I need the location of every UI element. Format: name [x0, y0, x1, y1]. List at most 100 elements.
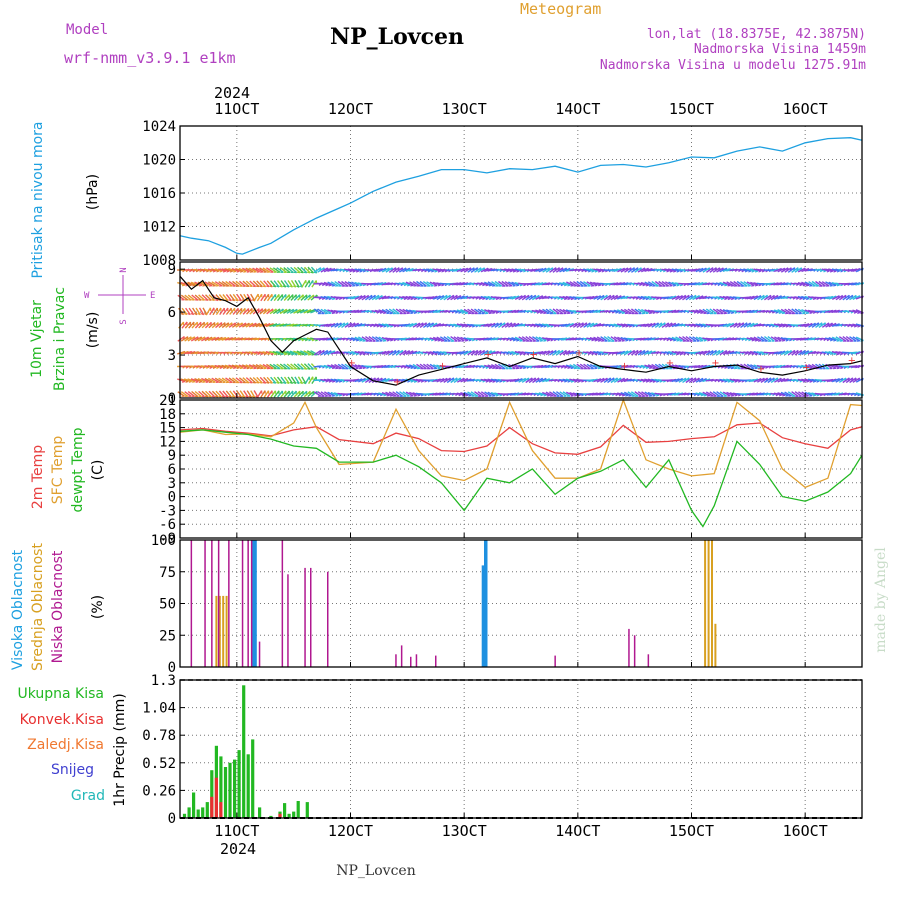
wind-arrow	[405, 337, 414, 341]
wind-arrow	[204, 377, 213, 383]
wind-arrow	[416, 363, 424, 370]
wind-arrow	[531, 294, 540, 301]
wind-arrow-head	[246, 367, 250, 370]
wind-arrow	[773, 364, 782, 369]
wind-arrow-head	[209, 270, 213, 273]
wind-arrow	[429, 337, 438, 341]
wind-arrow	[439, 336, 448, 342]
wind-arrow	[688, 294, 697, 301]
wind-arrow	[218, 281, 226, 287]
wind-arrow-head	[829, 339, 834, 342]
wind-arrow-head	[519, 367, 523, 370]
wind-arrow	[501, 280, 509, 287]
wind-arrow	[538, 323, 547, 327]
wind-arrow	[347, 281, 356, 287]
wind-arrow	[463, 267, 472, 273]
wind-arrow	[409, 322, 417, 328]
wind-arrow-head	[229, 270, 233, 273]
conv-precip-bar	[278, 813, 282, 818]
wind-arrow	[688, 336, 697, 342]
wind-arrow	[538, 336, 547, 342]
wind-arrow	[712, 349, 721, 356]
wind-arrow	[272, 350, 281, 355]
wind-arrow	[392, 391, 400, 397]
wind-arrow	[306, 309, 315, 314]
wind-arrow	[569, 322, 578, 328]
wind-arrow	[627, 267, 635, 273]
wind-arrow-head	[802, 366, 806, 369]
gust-marker: +	[393, 377, 401, 388]
wind-arrow	[573, 281, 581, 287]
wind-arrow	[187, 281, 196, 286]
wind-arrow	[593, 364, 602, 369]
wind-arrow	[253, 293, 259, 302]
wind-arrow	[722, 281, 731, 287]
wind-arrow	[593, 378, 602, 383]
wind-arrow	[784, 267, 792, 273]
gust-marker: +	[575, 348, 583, 359]
wind-arrow	[177, 281, 186, 286]
wind-arrow-head	[765, 352, 769, 356]
wind-arrow	[716, 391, 724, 397]
low-cloud-bar	[241, 540, 244, 667]
wind-arrow	[273, 280, 280, 288]
wind-arrow	[484, 295, 493, 300]
wind-arrow	[726, 378, 735, 382]
wind-arrow	[603, 336, 612, 342]
wind-arrow	[698, 377, 707, 383]
wind-arrow	[194, 321, 202, 329]
wind-arrow	[726, 322, 735, 328]
wind-arrow	[436, 377, 445, 383]
wind-arrow	[671, 392, 680, 396]
wind-arrow-head	[224, 299, 229, 302]
wind-arrow-head	[492, 298, 496, 301]
wind-arrow-head	[724, 284, 728, 287]
wind-arrow-head	[512, 339, 517, 342]
y-tick-label: 1008	[142, 253, 176, 269]
wind-arrow	[294, 280, 300, 288]
wind-arrow	[198, 321, 205, 329]
station-title: NP_Lovcen	[330, 24, 464, 50]
wind-arrow	[487, 378, 496, 382]
wind-arrow	[270, 293, 277, 302]
wind-arrow	[269, 308, 277, 315]
wind-arrow	[603, 377, 612, 383]
wind-arrow-head	[379, 325, 384, 328]
grid-layer	[180, 125, 862, 819]
wind-arrow	[801, 337, 810, 341]
wind-arrow-head	[310, 368, 314, 370]
wind-arrow-head	[260, 352, 264, 356]
wind-arrow	[726, 391, 735, 397]
wind-arrow	[702, 308, 711, 314]
wind-arrow-head	[730, 297, 735, 301]
wind-arrow-head	[482, 283, 486, 287]
wind-arrow	[576, 363, 584, 370]
wind-arrow	[845, 377, 854, 384]
wind-arrow	[398, 267, 407, 273]
wind-arrow	[753, 364, 762, 369]
wind-arrow-head	[386, 339, 390, 342]
wind-arrow-head	[241, 395, 246, 398]
wind-arrow	[743, 281, 751, 287]
low-cloud-bar	[250, 540, 253, 667]
wind-arrow	[480, 337, 489, 341]
wind-arrow	[760, 294, 768, 301]
wind-arrow-head	[192, 284, 196, 287]
wind-arrow	[429, 322, 438, 328]
wind-arrow	[562, 337, 571, 341]
wind-arrow	[511, 378, 520, 382]
wind-arrow-head	[362, 367, 366, 370]
wind-arrow-head	[597, 284, 602, 287]
wind-arrow	[337, 363, 346, 370]
wind-arrow-head	[706, 395, 710, 397]
wind-arrow	[191, 321, 199, 329]
wind-arrow	[852, 323, 861, 327]
wind-arrow-head	[550, 325, 554, 328]
meteogram-label: Meteogram	[520, 0, 601, 18]
wind-arrow-head	[829, 270, 834, 273]
year-label-top: 2024	[214, 84, 250, 102]
wind-arrow	[327, 337, 336, 341]
wind-arrow	[392, 267, 400, 273]
wind-arrow	[695, 377, 704, 383]
wind-arrow	[422, 281, 431, 287]
